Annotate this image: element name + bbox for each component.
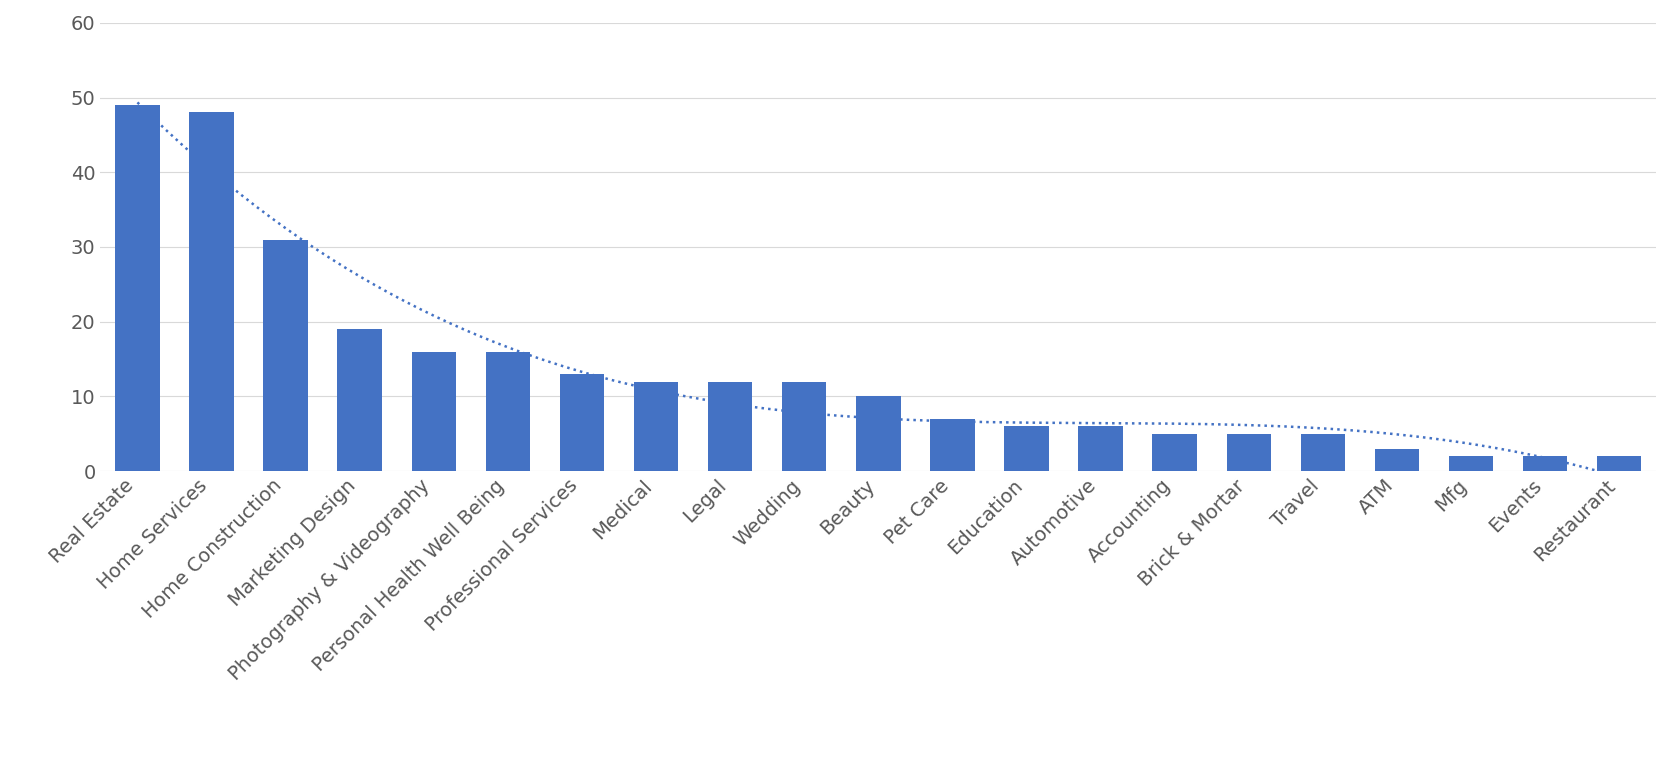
Bar <box>781 382 826 471</box>
Bar <box>412 352 457 471</box>
Bar <box>1375 448 1419 471</box>
Bar <box>1522 456 1568 471</box>
Bar <box>708 382 753 471</box>
Bar <box>189 112 234 471</box>
Bar <box>857 397 900 471</box>
Bar <box>634 382 678 471</box>
Bar <box>1226 434 1271 471</box>
Bar <box>485 352 530 471</box>
Bar <box>1449 456 1494 471</box>
Bar <box>338 329 381 471</box>
Bar <box>115 105 159 471</box>
Bar <box>1079 426 1123 471</box>
Bar <box>560 374 604 471</box>
Bar <box>1153 434 1196 471</box>
Bar <box>1004 426 1049 471</box>
Bar <box>263 239 308 471</box>
Bar <box>1598 456 1641 471</box>
Bar <box>1300 434 1345 471</box>
Bar <box>930 419 975 471</box>
